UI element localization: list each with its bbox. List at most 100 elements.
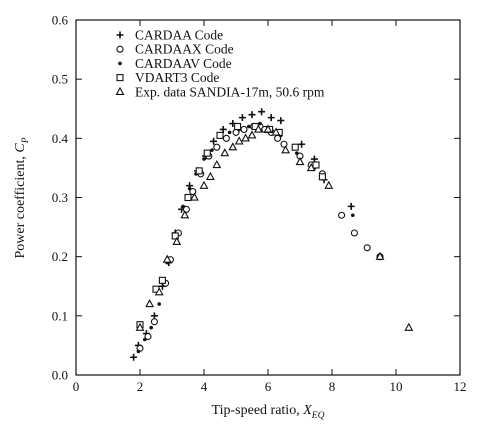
y-axis-title-text: Power coefficient, bbox=[13, 153, 28, 259]
legend-marker-plus bbox=[116, 31, 124, 39]
data-point-dot bbox=[227, 130, 232, 135]
data-point-dot bbox=[247, 124, 251, 129]
data-point-circle bbox=[240, 125, 248, 134]
data-point-circle bbox=[350, 229, 358, 237]
data-point-square bbox=[171, 232, 179, 240]
data-point-dot bbox=[210, 148, 214, 152]
x-axis-title-text: Tip-speed ratio, bbox=[212, 403, 304, 418]
data-point-square bbox=[312, 161, 320, 169]
data-point-triangle bbox=[162, 254, 172, 263]
legend-item: CARDAAX Code bbox=[116, 42, 234, 57]
data-point-plus bbox=[347, 202, 355, 210]
data-point-dot bbox=[149, 325, 153, 330]
data-point-square bbox=[203, 149, 211, 157]
data-point-square bbox=[195, 167, 203, 175]
legend-marker-triangle bbox=[115, 86, 125, 95]
data-point-circle bbox=[150, 318, 158, 326]
y-tick-label: 0.4 bbox=[52, 131, 69, 146]
data-point-triangle bbox=[375, 251, 385, 260]
x-tick-label: 2 bbox=[137, 379, 144, 394]
x-axis-title: Tip-speed ratio, XEQ bbox=[212, 403, 325, 421]
legend-item: VDART3 Code bbox=[116, 70, 219, 85]
data-point-triangle bbox=[154, 287, 164, 296]
data-point-triangle bbox=[220, 148, 230, 157]
x-tick-label: 4 bbox=[201, 379, 208, 394]
legend-marker-square bbox=[116, 74, 124, 82]
data-point-triangle bbox=[234, 136, 244, 145]
data-point-triangle bbox=[253, 124, 263, 133]
series-triangle bbox=[135, 124, 414, 331]
data-point-plus bbox=[298, 140, 306, 148]
data-point-dot bbox=[202, 157, 206, 161]
data-point-plus bbox=[258, 108, 266, 116]
y-axis-title-sub: P bbox=[21, 137, 31, 144]
y-tick-label: 0.6 bbox=[52, 13, 69, 28]
legend-label: CARDAAX Code bbox=[135, 42, 234, 57]
legend-item: Exp. data SANDIA-17m, 50.6 rpm bbox=[115, 84, 325, 99]
data-point-square bbox=[318, 173, 326, 181]
y-axis-title: Power coefficient, CP bbox=[13, 137, 31, 258]
data-point-dot bbox=[295, 151, 299, 155]
series-plus bbox=[130, 108, 384, 361]
data-point-dot bbox=[136, 349, 141, 354]
legend-label: CARDAA Code bbox=[135, 28, 223, 43]
plot-frame bbox=[75, 19, 461, 376]
data-point-circle bbox=[144, 332, 152, 341]
x-tick-label: 8 bbox=[329, 379, 336, 394]
data-point-plus bbox=[248, 111, 256, 119]
data-point-dot bbox=[351, 213, 355, 218]
data-point-triangle bbox=[180, 210, 190, 219]
y-tick-label: 0.5 bbox=[52, 72, 68, 87]
legend-marker-circle bbox=[116, 45, 124, 53]
x-tick-label: 10 bbox=[390, 379, 403, 394]
data-point-triangle bbox=[241, 133, 251, 142]
data-point-circle bbox=[222, 134, 230, 142]
x-tick-label: 6 bbox=[265, 379, 272, 394]
data-point-triangle bbox=[295, 157, 305, 166]
x-tick-label: 12 bbox=[454, 379, 467, 394]
x-axis-title-var: X bbox=[302, 403, 312, 418]
data-point-triangle bbox=[281, 145, 291, 154]
data-point-triangle bbox=[247, 130, 257, 139]
y-axis-title-var: C bbox=[13, 143, 28, 153]
legend-marker-dot bbox=[118, 61, 122, 66]
data-point-triangle bbox=[145, 299, 155, 308]
data-point-dot bbox=[157, 302, 161, 306]
data-point-plus bbox=[130, 353, 138, 361]
data-point-circle bbox=[338, 211, 346, 219]
data-point-square bbox=[158, 276, 166, 284]
data-points bbox=[130, 108, 414, 361]
data-point-circle bbox=[213, 143, 221, 151]
data-point-dot bbox=[187, 186, 192, 191]
data-point-plus bbox=[219, 125, 227, 133]
data-point-plus bbox=[267, 114, 275, 122]
data-point-circle bbox=[363, 244, 371, 252]
data-point-triangle bbox=[228, 142, 238, 151]
data-point-dot bbox=[258, 121, 262, 126]
y-tick-label: 0.1 bbox=[52, 308, 68, 323]
data-point-plus bbox=[150, 312, 158, 320]
data-point-square bbox=[291, 143, 299, 151]
data-point-triangle bbox=[324, 180, 334, 189]
legend-item: CARDAA Code bbox=[116, 28, 223, 43]
data-point-dot bbox=[181, 204, 185, 209]
data-point-plus bbox=[210, 137, 218, 145]
data-point-dot bbox=[143, 337, 147, 342]
legend-label: Exp. data SANDIA-17m, 50.6 rpm bbox=[135, 84, 325, 99]
data-point-triangle bbox=[271, 127, 281, 136]
data-point-triangle bbox=[212, 160, 222, 169]
data-point-triangle bbox=[199, 180, 209, 189]
x-axis-title-sub: EQ bbox=[311, 411, 325, 421]
y-tick-label: 0.2 bbox=[52, 249, 68, 264]
y-tick-label: 0.0 bbox=[52, 368, 68, 383]
legend-item: CARDAAV Code bbox=[118, 56, 232, 71]
x-tick-label: 0 bbox=[73, 379, 80, 394]
axis-ticks: 0 2 4 6 8 10 12 0.0 0.1 0.2 0.3 0.4 0.5 0.6 bbox=[52, 13, 467, 395]
data-point-triangle bbox=[172, 236, 182, 246]
data-point-triangle bbox=[189, 192, 199, 201]
data-point-triangle bbox=[404, 322, 414, 331]
data-point-square bbox=[184, 193, 192, 202]
y-tick-label: 0.3 bbox=[52, 190, 68, 205]
